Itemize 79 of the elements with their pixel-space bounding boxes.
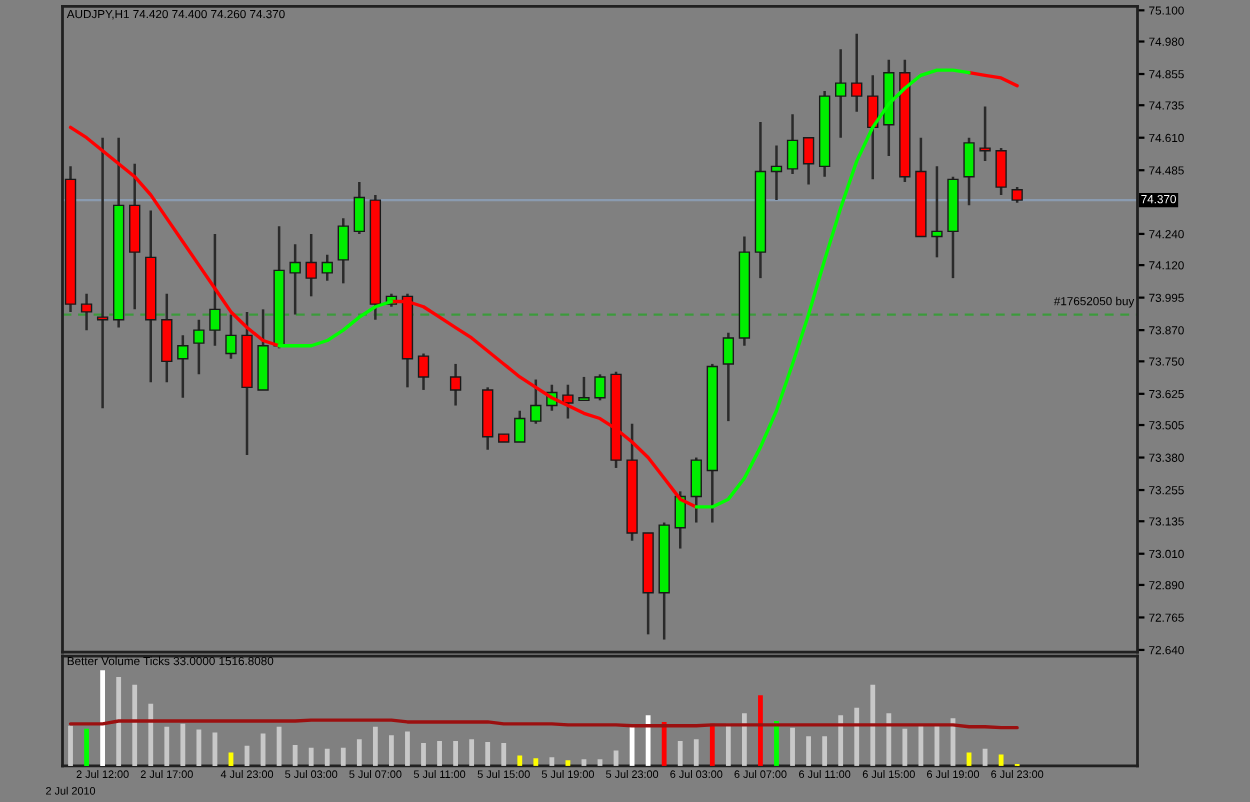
candlestick — [530, 378, 542, 425]
candlestick — [161, 292, 173, 384]
bar — [405, 731, 410, 766]
candlestick — [305, 232, 317, 298]
bar — [148, 703, 154, 766]
bar — [998, 754, 1004, 766]
candlestick — [851, 32, 863, 113]
bar — [902, 728, 908, 766]
bar — [725, 723, 731, 766]
bar — [164, 726, 170, 766]
bar — [918, 725, 924, 766]
bar — [709, 723, 715, 766]
bar — [132, 684, 138, 766]
bar — [292, 744, 298, 766]
bar — [822, 736, 828, 766]
bar — [790, 727, 795, 766]
candlestick — [979, 105, 991, 163]
bar — [806, 736, 811, 766]
bar — [549, 757, 555, 766]
bar — [854, 707, 860, 766]
candlestick — [562, 383, 574, 420]
bar — [870, 684, 876, 766]
bar — [421, 742, 426, 766]
bar — [68, 725, 73, 766]
bar — [356, 739, 362, 766]
candlestick — [289, 243, 301, 316]
candlestick — [80, 292, 93, 332]
bar — [180, 723, 186, 766]
candlestick — [177, 334, 189, 399]
bar — [742, 713, 747, 766]
bar — [501, 742, 507, 766]
candlestick — [449, 362, 462, 407]
bar — [84, 728, 89, 766]
candlestick — [995, 146, 1007, 197]
candlestick — [209, 232, 221, 347]
candlestick — [690, 456, 702, 524]
bar — [276, 726, 282, 766]
candlestick — [514, 409, 526, 444]
bar — [389, 735, 394, 766]
candlestick — [482, 386, 494, 451]
candlestick — [417, 352, 430, 392]
candlestick — [722, 331, 735, 423]
candlestick — [802, 136, 815, 186]
bar — [677, 741, 683, 766]
bar — [453, 741, 458, 766]
bar — [100, 670, 106, 766]
candlestick — [835, 48, 847, 139]
bar — [693, 739, 699, 766]
bar — [645, 715, 651, 766]
candlestick — [96, 136, 109, 410]
candlestick — [129, 162, 141, 311]
bar — [340, 747, 346, 766]
bar — [661, 721, 667, 766]
bar — [774, 721, 779, 766]
bar — [485, 742, 491, 766]
candlestick — [337, 217, 349, 285]
bar — [116, 677, 122, 766]
bar — [886, 713, 892, 766]
candlestick — [353, 180, 365, 236]
bar — [308, 747, 314, 766]
candlestick — [578, 375, 590, 402]
bar — [533, 758, 539, 766]
candlestick — [786, 113, 799, 176]
bar — [196, 729, 202, 766]
bar — [437, 741, 442, 766]
bar — [758, 695, 763, 766]
candlestick — [257, 308, 269, 392]
bar — [324, 748, 330, 766]
bar — [838, 715, 844, 766]
candlestick — [594, 373, 606, 402]
candlestick — [225, 313, 237, 360]
candlestick — [931, 165, 943, 259]
bar — [517, 755, 523, 766]
candlestick — [963, 136, 975, 207]
candlestick — [770, 144, 783, 202]
candlestick — [321, 253, 333, 282]
bar — [372, 726, 378, 766]
candlestick — [193, 318, 205, 376]
bar — [469, 739, 475, 766]
